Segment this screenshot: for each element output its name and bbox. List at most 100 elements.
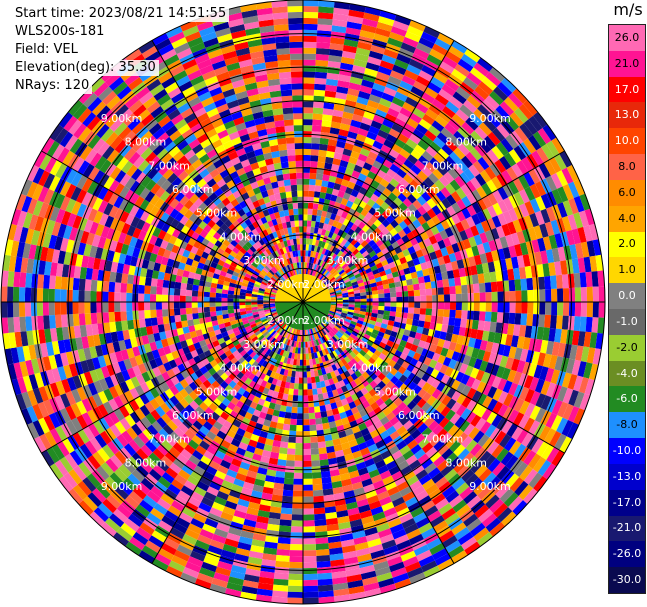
range-bin bbox=[465, 473, 479, 487]
range-bin bbox=[551, 341, 561, 357]
range-bin bbox=[148, 452, 161, 465]
range-bin bbox=[144, 318, 152, 327]
range-bin bbox=[278, 71, 292, 79]
range-bin bbox=[464, 541, 481, 556]
range-bin bbox=[539, 302, 546, 315]
range-bin bbox=[244, 411, 253, 421]
range-bin bbox=[267, 389, 275, 397]
range-bin bbox=[331, 389, 339, 397]
range-bin bbox=[353, 431, 363, 440]
range-bin bbox=[333, 588, 350, 597]
range-bin bbox=[288, 340, 293, 347]
range-bin bbox=[544, 367, 555, 383]
range-bin bbox=[369, 372, 378, 381]
range-bin bbox=[352, 450, 363, 459]
range-bin bbox=[485, 494, 500, 509]
range-bin bbox=[232, 339, 240, 347]
range-bin bbox=[327, 535, 341, 544]
range-bin bbox=[379, 430, 390, 440]
range-bin bbox=[279, 329, 285, 336]
range-bin bbox=[162, 424, 174, 436]
range-bin bbox=[359, 564, 375, 575]
range-bin bbox=[378, 302, 385, 307]
range-bin bbox=[114, 468, 128, 482]
range-bin bbox=[317, 155, 326, 163]
range-bin bbox=[324, 327, 330, 333]
range-bin bbox=[286, 326, 291, 333]
range-bin bbox=[273, 18, 289, 26]
range-bin bbox=[160, 413, 172, 425]
range-bin bbox=[392, 572, 410, 584]
range-bin bbox=[343, 556, 359, 565]
range-bin bbox=[325, 440, 334, 448]
range-bin bbox=[291, 514, 303, 521]
range-bin bbox=[506, 423, 519, 438]
range-bin bbox=[511, 335, 519, 348]
range-bin bbox=[312, 358, 317, 365]
range-bin bbox=[258, 358, 265, 366]
range-bin bbox=[265, 382, 272, 390]
range-bin bbox=[82, 477, 97, 493]
range-bin bbox=[343, 340, 351, 348]
range-bin bbox=[328, 331, 334, 338]
range-bin bbox=[180, 433, 192, 445]
range-bin bbox=[274, 385, 281, 393]
range-bin bbox=[324, 318, 331, 324]
range-bin bbox=[150, 309, 157, 318]
range-bin bbox=[251, 360, 259, 368]
range-bin bbox=[135, 465, 149, 478]
range-bin bbox=[385, 372, 395, 381]
range-bin bbox=[255, 356, 262, 364]
range-bin bbox=[312, 119, 323, 127]
range-bin bbox=[291, 340, 295, 347]
range-bin bbox=[340, 398, 349, 406]
range-bin bbox=[252, 375, 260, 383]
range-bin bbox=[100, 462, 114, 477]
range-bin bbox=[336, 374, 343, 382]
range-bin bbox=[377, 372, 386, 381]
range-bin bbox=[312, 113, 323, 121]
range-bin bbox=[303, 544, 316, 551]
range-bin bbox=[407, 372, 417, 382]
range-bin bbox=[192, 313, 199, 320]
range-bin bbox=[421, 427, 433, 438]
range-bin bbox=[377, 380, 386, 390]
range-bin bbox=[505, 357, 515, 370]
range-bin bbox=[398, 392, 408, 402]
range-bin bbox=[502, 380, 513, 394]
range-bin bbox=[325, 317, 332, 322]
range-bin bbox=[413, 307, 421, 315]
range-bin bbox=[303, 29, 318, 37]
range-bin bbox=[132, 531, 149, 546]
range-bin bbox=[230, 357, 238, 365]
range-bin bbox=[209, 292, 216, 298]
range-bin bbox=[319, 459, 329, 467]
range-bin bbox=[446, 325, 455, 334]
range-bin bbox=[236, 379, 245, 388]
range-bin bbox=[268, 402, 276, 410]
range-bin bbox=[436, 460, 450, 472]
range-bin bbox=[399, 339, 407, 348]
range-bin bbox=[203, 291, 210, 298]
range-bin bbox=[388, 359, 397, 368]
range-bin bbox=[545, 412, 558, 429]
range-bin bbox=[303, 41, 317, 48]
range-bin bbox=[346, 433, 356, 442]
range-bin bbox=[329, 547, 343, 555]
range-bin bbox=[217, 560, 233, 571]
range-bin bbox=[314, 525, 328, 533]
range-bin bbox=[179, 295, 186, 302]
range-bin bbox=[149, 398, 160, 410]
range-bin bbox=[568, 302, 576, 317]
range-bin bbox=[326, 409, 334, 417]
range-bin bbox=[393, 421, 404, 431]
range-bin bbox=[203, 296, 210, 302]
range-bin bbox=[402, 347, 411, 356]
range-bin bbox=[472, 430, 485, 444]
range-bin bbox=[196, 460, 209, 471]
range-bin bbox=[303, 389, 308, 396]
range-bin bbox=[319, 362, 325, 370]
range-bin bbox=[252, 353, 260, 361]
range-bin bbox=[44, 431, 57, 447]
range-bin bbox=[313, 101, 324, 109]
